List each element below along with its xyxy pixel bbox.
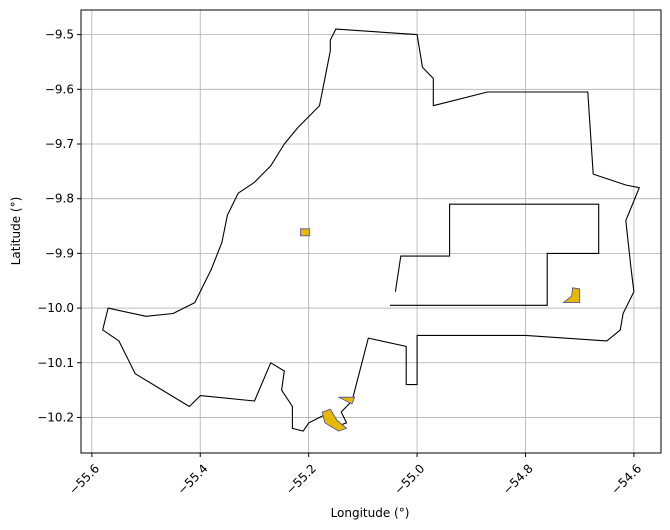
- y-tick-label: −9.6: [45, 82, 74, 96]
- x-tick-label: −55.2: [283, 461, 319, 497]
- y-tick-label: −10.0: [37, 301, 74, 315]
- land-patch: [562, 287, 581, 304]
- plot-background: [81, 10, 661, 453]
- y-tick-label: −9.8: [45, 192, 74, 206]
- y-tick-label: −10.2: [37, 410, 74, 424]
- x-axis-label: Longitude (°): [331, 506, 410, 520]
- land-patch: [300, 228, 311, 237]
- plot-frame: [80, 9, 662, 454]
- land-patch: [338, 396, 356, 405]
- land-patch: [321, 408, 348, 432]
- y-axis-label: Latitude (°): [9, 197, 23, 266]
- x-tick-label: −54.6: [608, 461, 644, 497]
- y-tick-label: −10.1: [37, 356, 74, 370]
- x-tick-label: −55.6: [66, 461, 102, 497]
- y-tick-label: −9.9: [45, 246, 74, 260]
- map-shapes: [102, 28, 640, 432]
- x-tick-label: −55.0: [392, 461, 428, 497]
- x-tick-label: −55.4: [175, 461, 211, 497]
- y-tick-label: −9.5: [45, 28, 74, 42]
- y-tick-label: −9.7: [45, 137, 74, 151]
- inner-boundary: [390, 203, 600, 306]
- region-boundary: [102, 28, 640, 432]
- x-tick-label: −54.8: [500, 461, 536, 497]
- grid-lines: [81, 10, 661, 453]
